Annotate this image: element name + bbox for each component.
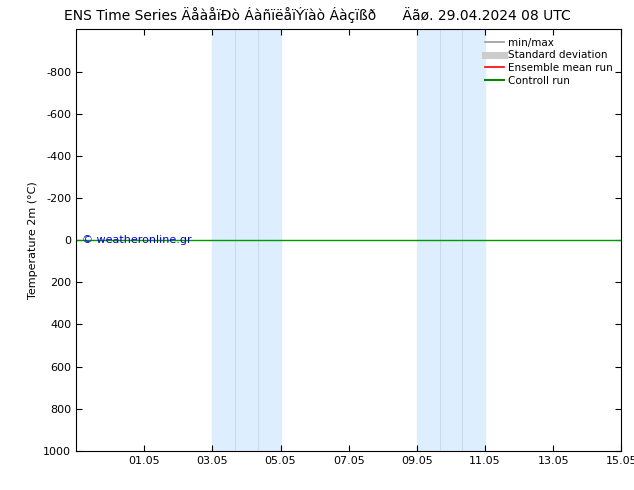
Bar xyxy=(417,29,485,451)
Legend: min/max, Standard deviation, Ensemble mean run, Controll run: min/max, Standard deviation, Ensemble me… xyxy=(482,35,616,89)
Bar xyxy=(212,29,280,451)
Text: ENS Time Series ÄåàåïÐò ÁàñïëåïÝïàò Áàçïßð      Äãø. 29.04.2024 08 UTC: ENS Time Series ÄåàåïÐò ÁàñïëåïÝïàò Áàçï… xyxy=(63,7,571,24)
Y-axis label: Temperature 2m (°C): Temperature 2m (°C) xyxy=(28,181,37,299)
Text: © weatheronline.gr: © weatheronline.gr xyxy=(82,235,191,245)
